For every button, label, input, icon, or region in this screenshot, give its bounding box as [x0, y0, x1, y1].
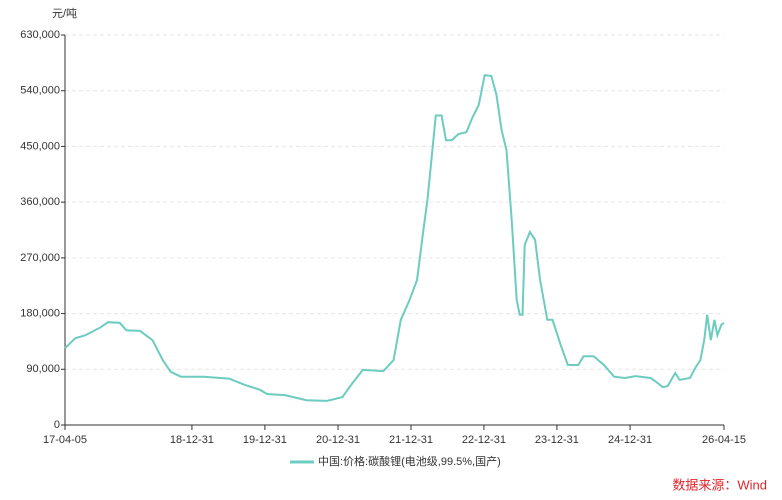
- x-tick-label: 21-12-31: [389, 434, 433, 446]
- x-tick-label: 19-12-31: [243, 434, 287, 446]
- y-tick-label: 360,000: [20, 196, 60, 208]
- legend-label: 中国:价格:碳酸锂(电池级,99.5%,国产): [318, 454, 501, 468]
- y-tick-label: 270,000: [20, 252, 60, 264]
- y-tick-label: 540,000: [20, 85, 60, 97]
- y-tick-label: 0: [54, 419, 60, 431]
- data-line: [64, 74, 725, 402]
- y-tick-label: 180,000: [20, 307, 60, 319]
- x-tick-label: 17-04-05: [43, 434, 87, 446]
- x-tick-label: 18-12-31: [170, 434, 214, 446]
- x-tick-label: 22-12-31: [462, 434, 506, 446]
- x-tick-label: 20-12-31: [316, 434, 360, 446]
- y-tick-label: 90,000: [26, 363, 60, 375]
- y-unit: 元/吨: [52, 7, 77, 20]
- source-note: 数据来源：Wind: [672, 477, 767, 492]
- x-tick-label: 23-12-31: [535, 434, 579, 446]
- y-tick-label: 630,000: [20, 29, 60, 41]
- x-tick-label: 24-12-31: [608, 434, 652, 446]
- x-tick-label: 26-04-15: [702, 434, 746, 446]
- y-tick-label: 450,000: [20, 140, 60, 152]
